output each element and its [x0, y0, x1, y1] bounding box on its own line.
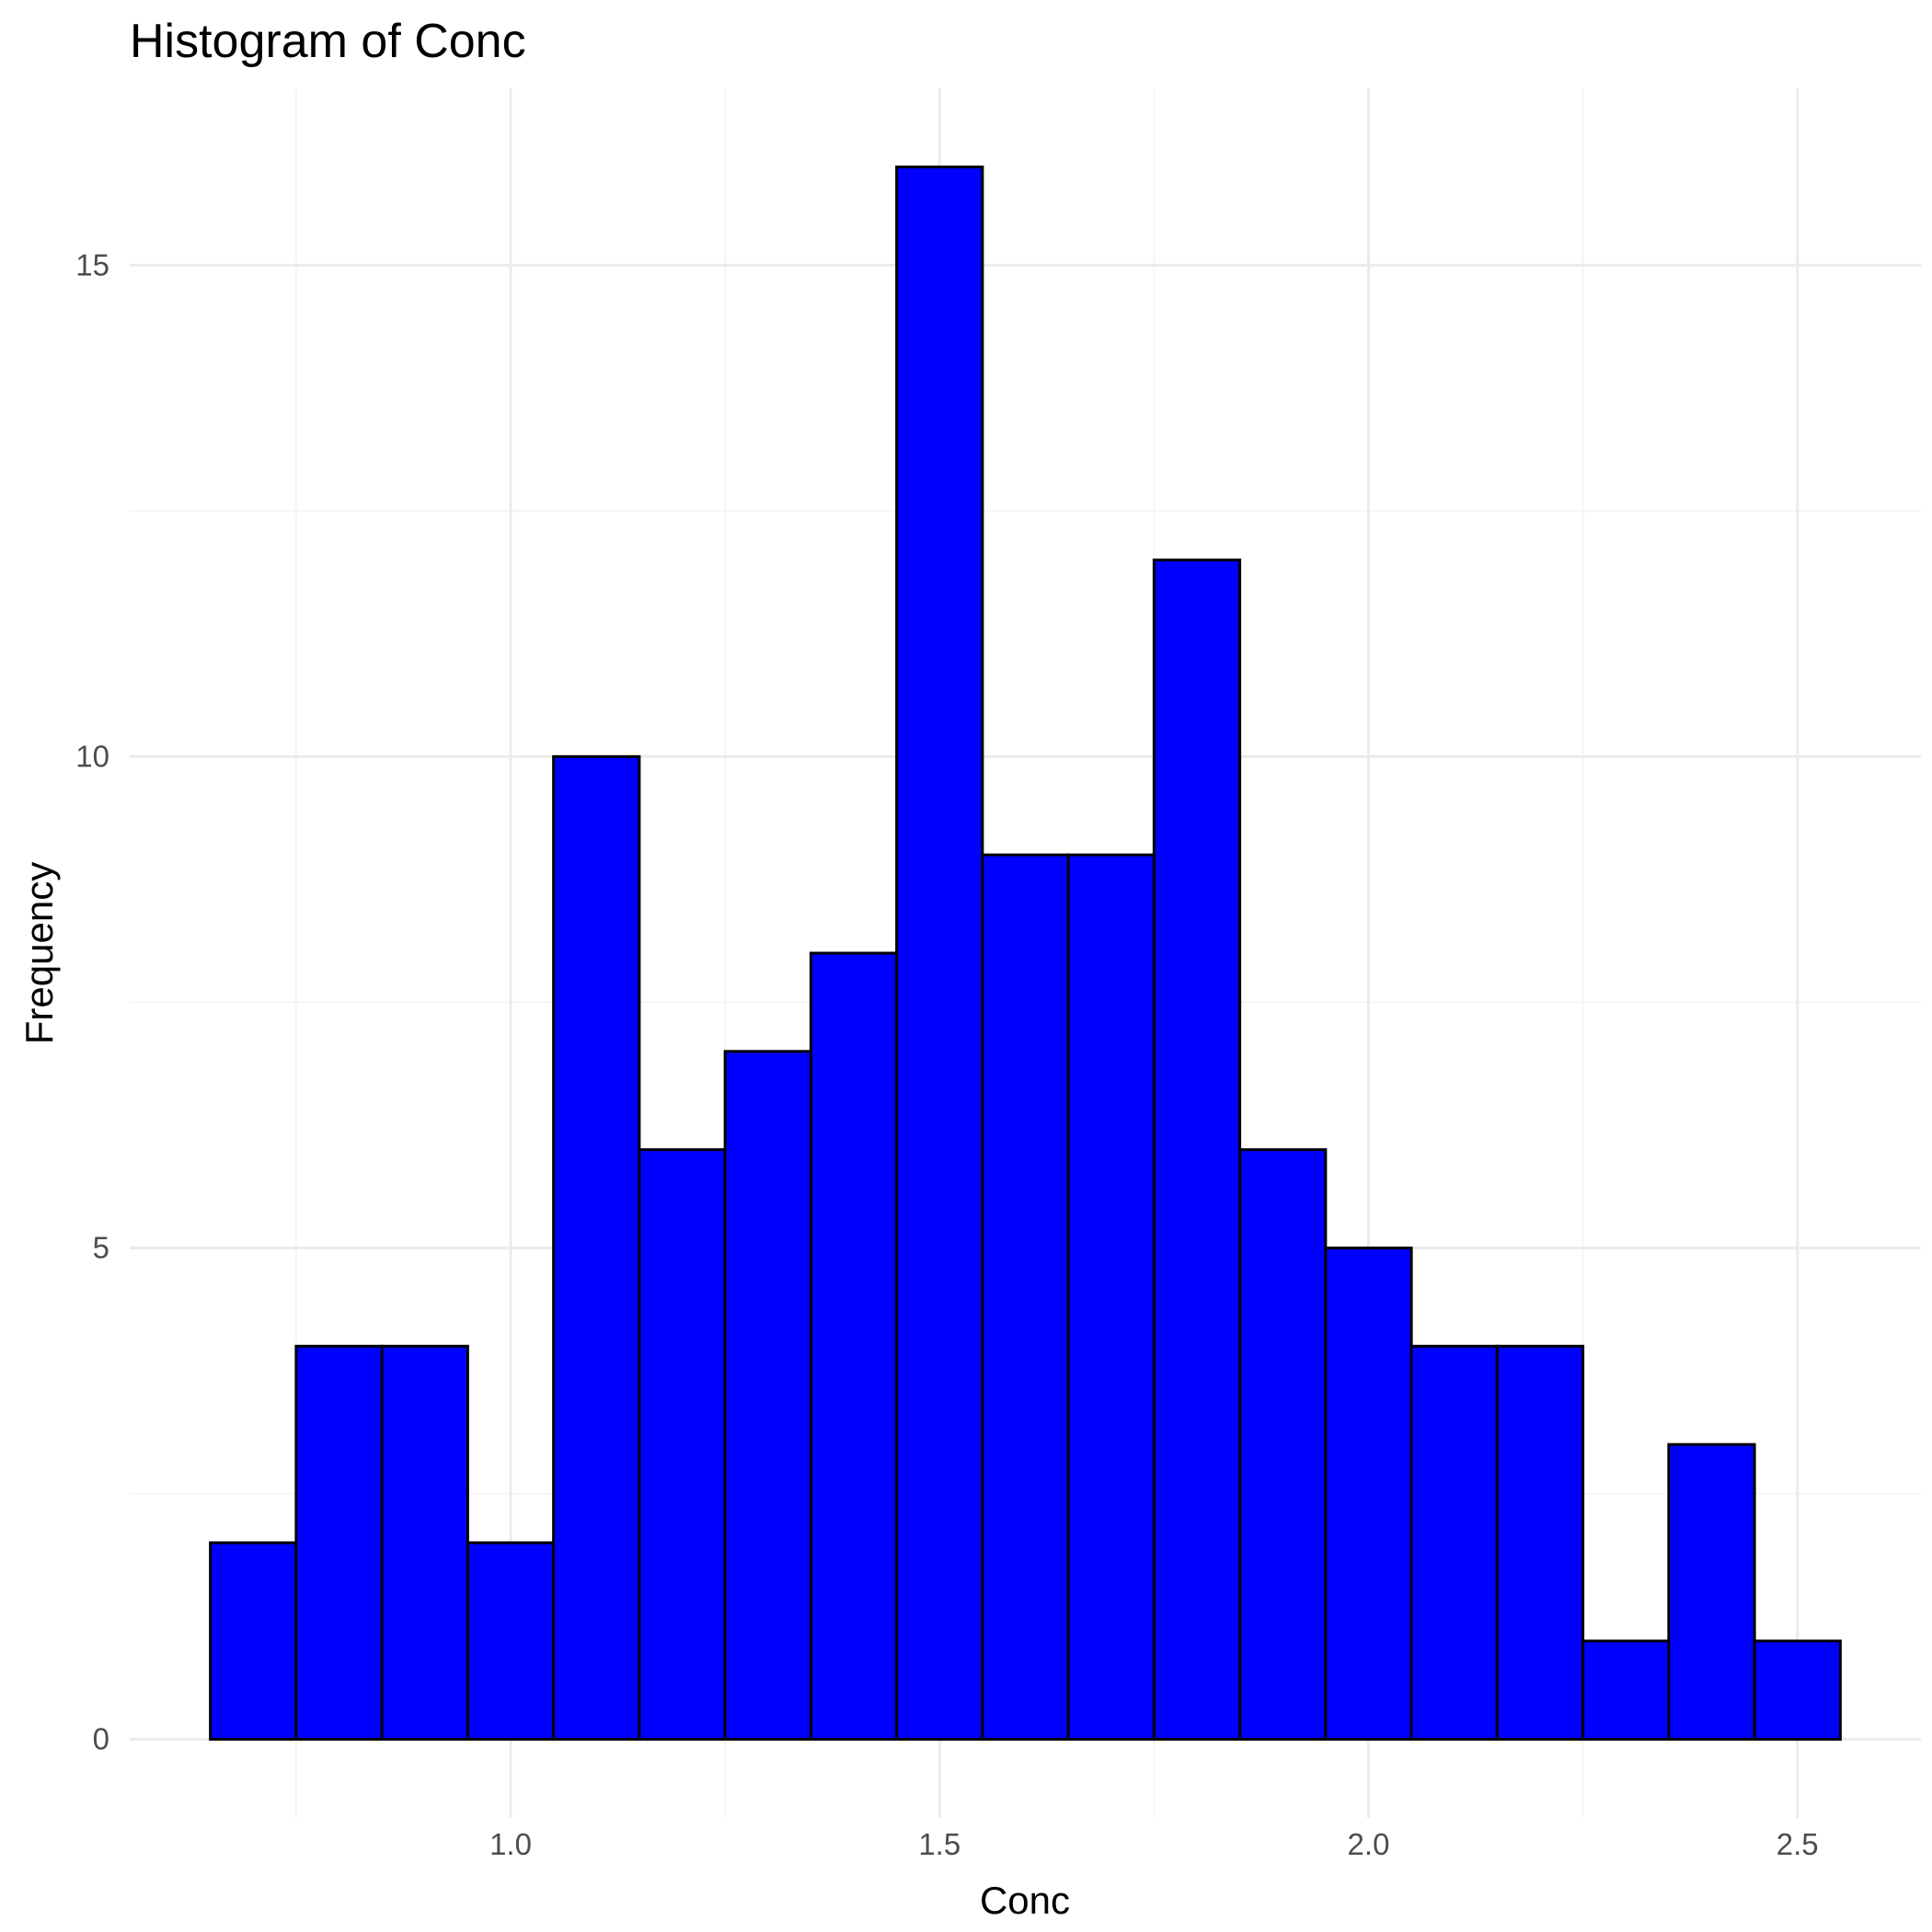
- histogram-bar-3: [380, 1344, 469, 1742]
- histogram-bar-5: [552, 754, 641, 1742]
- histogram-bar-13: [1238, 1148, 1328, 1742]
- x-tick-label: 1.0: [489, 1827, 532, 1861]
- histogram-bar-10: [981, 853, 1070, 1742]
- bar-layer: [209, 165, 1842, 1742]
- histogram-bar-6: [638, 1148, 727, 1742]
- histogram-bar-15: [1409, 1344, 1499, 1742]
- histogram-bar-14: [1324, 1246, 1413, 1742]
- histogram-bar-12: [1152, 558, 1242, 1742]
- histogram-bar-2: [294, 1344, 384, 1742]
- histogram-bar-7: [723, 1050, 812, 1742]
- y-tick-label: 15: [75, 247, 109, 282]
- histogram-bar-4: [466, 1541, 556, 1742]
- histogram-bar-8: [809, 951, 899, 1742]
- histogram-bar-17: [1581, 1639, 1671, 1742]
- y-tick-label: 5: [93, 1230, 109, 1264]
- histogram-bar-9: [895, 165, 984, 1742]
- tick-label-layer: 1.0 1.5 2.0 2.5 0 5 10 15: [75, 247, 1818, 1861]
- y-tick-label: 10: [75, 739, 109, 773]
- histogram-bar-18: [1667, 1443, 1756, 1742]
- x-tick-label: 1.5: [918, 1827, 960, 1861]
- chart-title: Histogram of Conc: [130, 15, 526, 68]
- histogram-bar-19: [1753, 1639, 1842, 1742]
- histogram-bar-1: [209, 1541, 298, 1742]
- y-tick-label: 0: [93, 1722, 109, 1756]
- histogram-bar-16: [1495, 1344, 1585, 1742]
- histogram-bar-11: [1066, 853, 1156, 1742]
- x-tick-label: 2.5: [1777, 1827, 1819, 1861]
- y-axis-title: Frequency: [17, 862, 61, 1044]
- x-tick-label: 2.0: [1348, 1827, 1390, 1861]
- x-axis-title: Conc: [980, 1879, 1070, 1922]
